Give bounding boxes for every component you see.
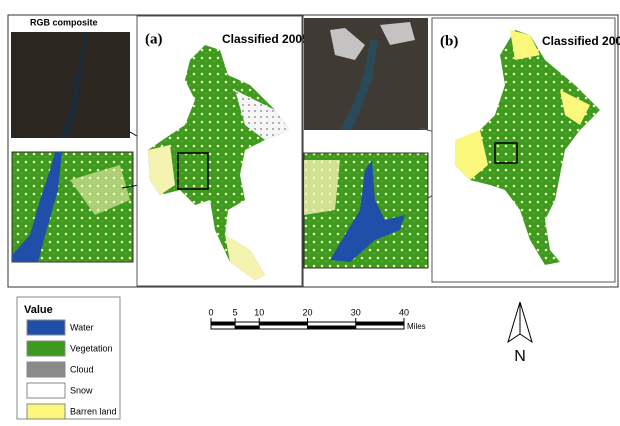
legend-swatch — [27, 341, 65, 356]
scale-segment — [259, 322, 307, 326]
legend-title: Value — [24, 304, 53, 316]
scale-label: 10 — [254, 307, 264, 317]
panel-label: (b) — [440, 33, 458, 49]
panel-label: (a) — [145, 31, 163, 47]
north-arrow — [520, 302, 532, 342]
legend-swatch — [27, 362, 65, 377]
legend-label: Barren land — [70, 406, 117, 416]
scale-segment — [308, 326, 356, 330]
legend-swatch — [27, 320, 65, 335]
scale-segment — [356, 322, 404, 326]
scale-label: 5 — [233, 307, 238, 317]
panel-title: Classified 2007 — [542, 34, 620, 48]
scale-label: 30 — [351, 307, 361, 317]
legend-swatch — [27, 383, 65, 398]
scale-label: 20 — [302, 307, 312, 317]
north-arrow — [508, 302, 520, 342]
figure: RGB composite (a) Classified 2005 (b) Cl… — [0, 0, 620, 421]
page: {"panels": [ {"label": "(a)", "title": "… — [0, 0, 620, 421]
scale-unit: Miles — [407, 322, 426, 331]
scale-segment — [211, 322, 235, 326]
legend-swatch — [27, 404, 65, 419]
scale-segment — [235, 326, 259, 330]
inset-title: RGB composite — [30, 17, 98, 27]
scale-bar: 0 5 10 20 30 40 Miles — [208, 307, 425, 331]
barren-b — [304, 160, 340, 215]
legend-label: Snow — [70, 385, 93, 395]
panel-title: Classified 2005 — [222, 32, 309, 46]
scale-label: 0 — [208, 307, 213, 317]
legend-label: Cloud — [70, 364, 94, 374]
north-label: N — [514, 348, 526, 365]
legend-label: Vegetation — [70, 343, 113, 353]
scale-label: 40 — [399, 307, 409, 317]
legend-label: Water — [70, 322, 94, 332]
